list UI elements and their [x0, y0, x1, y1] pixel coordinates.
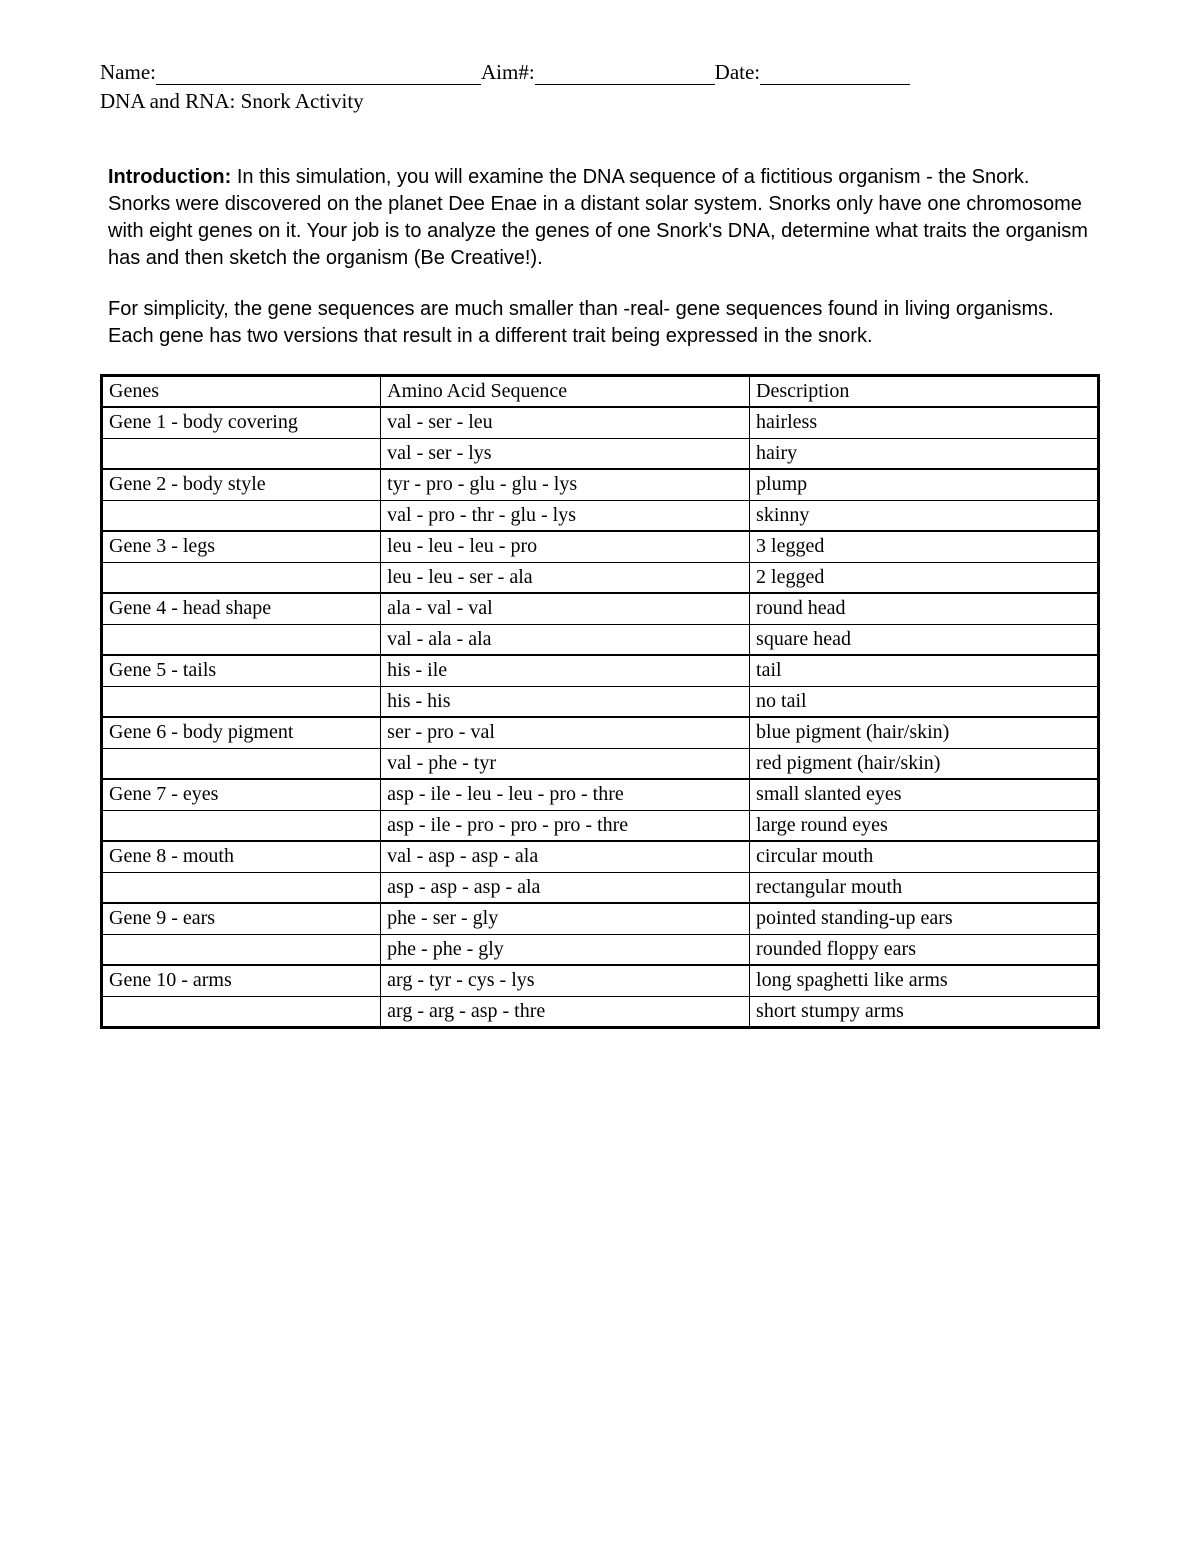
gene-name-cell: Gene 8 - mouth [102, 841, 381, 872]
table-header-row: Genes Amino Acid Sequence Description [102, 376, 1099, 408]
sequence-cell: his - ile [381, 655, 750, 686]
gene-name-cell: Gene 9 - ears [102, 903, 381, 934]
gene-name-cell [102, 934, 381, 965]
description-cell: rounded floppy ears [750, 934, 1099, 965]
gene-name-cell: Gene 6 - body pigment [102, 717, 381, 748]
description-cell: no tail [750, 686, 1099, 717]
gene-name-cell: Gene 5 - tails [102, 655, 381, 686]
gene-name-cell [102, 748, 381, 779]
table-row: asp - asp - asp - alarectangular mouth [102, 872, 1099, 903]
table-row: arg - arg - asp - threshort stumpy arms [102, 996, 1099, 1027]
description-cell: red pigment (hair/skin) [750, 748, 1099, 779]
description-cell: tail [750, 655, 1099, 686]
description-cell: plump [750, 469, 1099, 500]
intro-text-1: In this simulation, you will examine the… [108, 166, 1088, 269]
gene-name-cell [102, 438, 381, 469]
table-row: Gene 3 - legsleu - leu - leu - pro3 legg… [102, 531, 1099, 562]
gene-name-cell [102, 686, 381, 717]
gene-name-cell [102, 810, 381, 841]
date-blank[interactable] [760, 64, 910, 85]
description-cell: circular mouth [750, 841, 1099, 872]
table-row: Gene 7 - eyesasp - ile - leu - leu - pro… [102, 779, 1099, 810]
sequence-cell: asp - ile - pro - pro - pro - thre [381, 810, 750, 841]
table-row: phe - phe - glyrounded floppy ears [102, 934, 1099, 965]
gene-name-cell: Gene 7 - eyes [102, 779, 381, 810]
intro-paragraph-1: Introduction: In this simulation, you wi… [108, 164, 1092, 272]
table-row: val - ser - lyshairy [102, 438, 1099, 469]
gene-name-cell [102, 624, 381, 655]
table-row: val - pro - thr - glu - lysskinny [102, 500, 1099, 531]
table-row: leu - leu - ser - ala2 legged [102, 562, 1099, 593]
table-row: asp - ile - pro - pro - pro - threlarge … [102, 810, 1099, 841]
column-header-genes: Genes [102, 376, 381, 408]
table-row: val - phe - tyrred pigment (hair/skin) [102, 748, 1099, 779]
table-row: Gene 10 - armsarg - tyr - cys - lyslong … [102, 965, 1099, 996]
column-header-sequence: Amino Acid Sequence [381, 376, 750, 408]
sequence-cell: leu - leu - leu - pro [381, 531, 750, 562]
description-cell: small slanted eyes [750, 779, 1099, 810]
gene-name-cell: Gene 3 - legs [102, 531, 381, 562]
description-cell: square head [750, 624, 1099, 655]
description-cell: hairy [750, 438, 1099, 469]
sequence-cell: val - phe - tyr [381, 748, 750, 779]
gene-name-cell: Gene 2 - body style [102, 469, 381, 500]
description-cell: short stumpy arms [750, 996, 1099, 1027]
description-cell: 3 legged [750, 531, 1099, 562]
table-row: Gene 2 - body styletyr - pro - glu - glu… [102, 469, 1099, 500]
sequence-cell: ser - pro - val [381, 717, 750, 748]
sequence-cell: val - pro - thr - glu - lys [381, 500, 750, 531]
description-cell: hairless [750, 407, 1099, 438]
gene-table: Genes Amino Acid Sequence Description Ge… [100, 374, 1100, 1029]
table-row: Gene 1 - body coveringval - ser - leuhai… [102, 407, 1099, 438]
gene-name-cell [102, 562, 381, 593]
table-row: Gene 5 - tailshis - iletail [102, 655, 1099, 686]
aim-blank[interactable] [535, 64, 715, 85]
description-cell: large round eyes [750, 810, 1099, 841]
sequence-cell: tyr - pro - glu - glu - lys [381, 469, 750, 500]
name-blank[interactable] [156, 64, 481, 85]
worksheet-subtitle: DNA and RNA: Snork Activity [100, 89, 1100, 114]
aim-label: Aim#: [481, 60, 535, 85]
gene-name-cell: Gene 10 - arms [102, 965, 381, 996]
description-cell: blue pigment (hair/skin) [750, 717, 1099, 748]
table-row: Gene 8 - mouthval - asp - asp - alacircu… [102, 841, 1099, 872]
gene-name-cell [102, 500, 381, 531]
description-cell: long spaghetti like arms [750, 965, 1099, 996]
sequence-cell: arg - arg - asp - thre [381, 996, 750, 1027]
gene-name-cell [102, 872, 381, 903]
description-cell: 2 legged [750, 562, 1099, 593]
gene-name-cell [102, 996, 381, 1027]
sequence-cell: phe - ser - gly [381, 903, 750, 934]
date-label: Date: [715, 60, 760, 85]
sequence-cell: val - ser - leu [381, 407, 750, 438]
sequence-cell: arg - tyr - cys - lys [381, 965, 750, 996]
gene-name-cell: Gene 1 - body covering [102, 407, 381, 438]
table-row: val - ala - alasquare head [102, 624, 1099, 655]
intro-label: Introduction: [108, 166, 231, 188]
description-cell: pointed standing-up ears [750, 903, 1099, 934]
table-row: Gene 4 - head shapeala - val - valround … [102, 593, 1099, 624]
name-label: Name: [100, 60, 156, 85]
gene-name-cell: Gene 4 - head shape [102, 593, 381, 624]
description-cell: round head [750, 593, 1099, 624]
sequence-cell: asp - asp - asp - ala [381, 872, 750, 903]
intro-paragraph-2: For simplicity, the gene sequences are m… [108, 296, 1092, 350]
worksheet-header: Name: Aim#: Date: [100, 60, 1100, 85]
table-row: Gene 9 - earsphe - ser - glypointed stan… [102, 903, 1099, 934]
sequence-cell: phe - phe - gly [381, 934, 750, 965]
table-row: his - hisno tail [102, 686, 1099, 717]
table-row: Gene 6 - body pigmentser - pro - valblue… [102, 717, 1099, 748]
sequence-cell: val - asp - asp - ala [381, 841, 750, 872]
sequence-cell: ala - val - val [381, 593, 750, 624]
sequence-cell: his - his [381, 686, 750, 717]
description-cell: skinny [750, 500, 1099, 531]
column-header-description: Description [750, 376, 1099, 408]
description-cell: rectangular mouth [750, 872, 1099, 903]
sequence-cell: leu - leu - ser - ala [381, 562, 750, 593]
sequence-cell: asp - ile - leu - leu - pro - thre [381, 779, 750, 810]
sequence-cell: val - ala - ala [381, 624, 750, 655]
sequence-cell: val - ser - lys [381, 438, 750, 469]
